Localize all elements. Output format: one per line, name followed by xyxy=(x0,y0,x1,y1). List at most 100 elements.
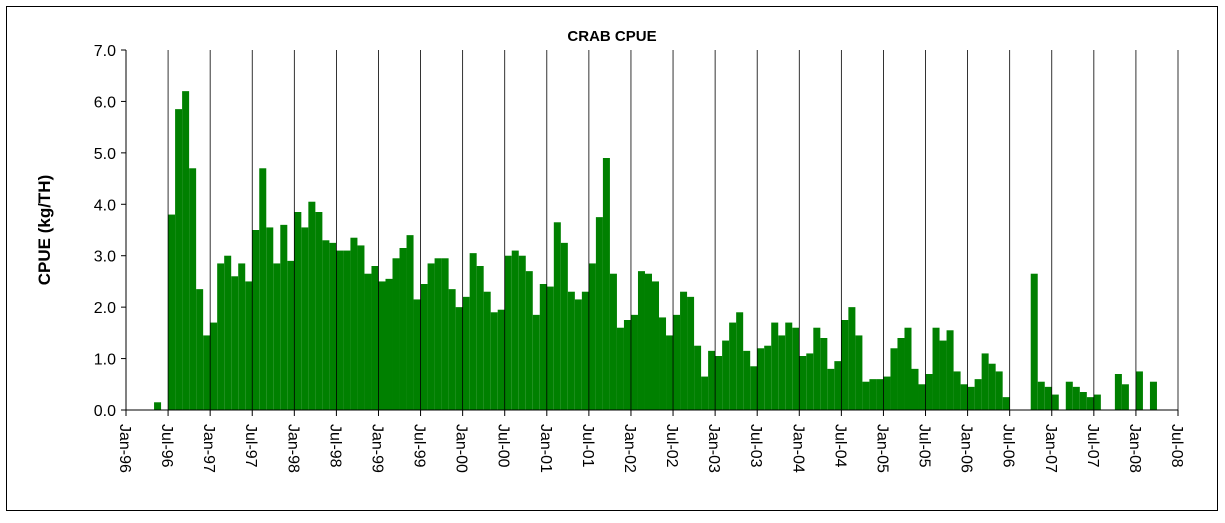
bar xyxy=(644,273,652,410)
bar xyxy=(511,250,519,410)
bar xyxy=(967,386,975,410)
x-tick-label: Jul-03 xyxy=(747,424,764,468)
bar xyxy=(574,299,582,410)
bar xyxy=(315,212,323,410)
bar xyxy=(329,242,337,410)
bar xyxy=(918,384,926,410)
y-tick-label: 4.0 xyxy=(94,197,116,214)
bar xyxy=(806,353,814,410)
bar xyxy=(280,224,288,410)
bar xyxy=(1149,381,1157,410)
bar xyxy=(855,335,863,410)
bar xyxy=(392,258,400,410)
y-axis-title: CPUE (kg/TH) xyxy=(35,175,54,286)
bar xyxy=(1079,392,1087,410)
bar xyxy=(266,227,274,410)
bar xyxy=(525,271,533,410)
bar xyxy=(420,284,428,410)
bar xyxy=(350,237,358,410)
bar xyxy=(673,314,681,410)
bar xyxy=(1065,381,1073,410)
x-tick-label: Jan-08 xyxy=(1126,424,1143,473)
bar xyxy=(897,338,905,410)
x-tick-label: Jul-00 xyxy=(495,424,512,468)
bar xyxy=(518,255,526,410)
x-tick-label: Jul-96 xyxy=(158,424,175,468)
bar xyxy=(743,350,751,410)
bar xyxy=(722,340,730,410)
bar xyxy=(995,371,1003,410)
x-tick-label: Jul-08 xyxy=(1168,424,1185,468)
bar xyxy=(168,214,176,410)
bar xyxy=(378,281,386,410)
bar xyxy=(932,327,940,410)
bar xyxy=(637,271,645,410)
bar xyxy=(630,314,638,410)
bar xyxy=(890,348,898,410)
bar xyxy=(553,222,561,410)
bar xyxy=(708,350,716,410)
bar xyxy=(1037,381,1045,410)
bar xyxy=(799,356,807,410)
bar xyxy=(1044,386,1052,410)
x-tick-label: Jul-06 xyxy=(1000,424,1017,468)
x-tick-label: Jan-00 xyxy=(453,424,470,473)
x-tick-label: Jan-98 xyxy=(284,424,301,473)
bar xyxy=(764,345,772,410)
bar xyxy=(876,379,884,410)
bar xyxy=(841,320,849,410)
bar xyxy=(778,335,786,410)
bar xyxy=(406,235,414,410)
bar xyxy=(715,356,723,410)
bar xyxy=(217,263,225,410)
x-tick-label: Jan-05 xyxy=(873,424,890,473)
y-tick-label: 5.0 xyxy=(94,146,116,163)
bar xyxy=(687,296,695,410)
y-tick-label: 0.0 xyxy=(94,403,116,420)
bar xyxy=(427,263,435,410)
bar xyxy=(336,250,344,410)
bar xyxy=(757,348,765,410)
bar xyxy=(371,266,379,410)
bar xyxy=(399,248,407,410)
bar xyxy=(196,289,204,410)
y-tick-label: 1.0 xyxy=(94,352,116,369)
bar xyxy=(659,317,667,410)
x-tick-label: Jan-06 xyxy=(958,424,975,473)
bar xyxy=(827,368,835,410)
bar xyxy=(694,345,702,410)
bar xyxy=(560,242,568,410)
bar xyxy=(883,376,891,410)
bar xyxy=(182,91,190,411)
bar xyxy=(259,168,267,410)
bar xyxy=(357,245,365,410)
bar xyxy=(904,327,912,410)
bar xyxy=(848,307,856,410)
bar xyxy=(680,291,688,410)
bar xyxy=(238,263,246,410)
bar xyxy=(602,158,610,410)
x-tick-label: Jan-99 xyxy=(368,424,385,473)
bar xyxy=(546,286,554,410)
bar xyxy=(364,273,372,410)
bar xyxy=(960,384,968,410)
bar xyxy=(1135,371,1143,410)
bar xyxy=(441,258,449,410)
x-tick-label: Jan-97 xyxy=(200,424,217,473)
bar xyxy=(623,320,631,410)
chart-title: CRAB CPUE xyxy=(567,28,656,45)
bar xyxy=(939,340,947,410)
bar xyxy=(287,260,295,410)
bar xyxy=(736,312,744,410)
y-tick-label: 6.0 xyxy=(94,94,116,111)
bar xyxy=(1121,384,1129,410)
bar xyxy=(666,335,674,410)
bar xyxy=(567,291,575,410)
x-tick-label: Jul-98 xyxy=(326,424,343,468)
bar xyxy=(497,309,505,410)
bar xyxy=(588,263,596,410)
bar xyxy=(869,379,877,410)
bar xyxy=(385,278,393,410)
bar xyxy=(609,273,617,410)
x-tick-label: Jul-97 xyxy=(242,424,259,468)
